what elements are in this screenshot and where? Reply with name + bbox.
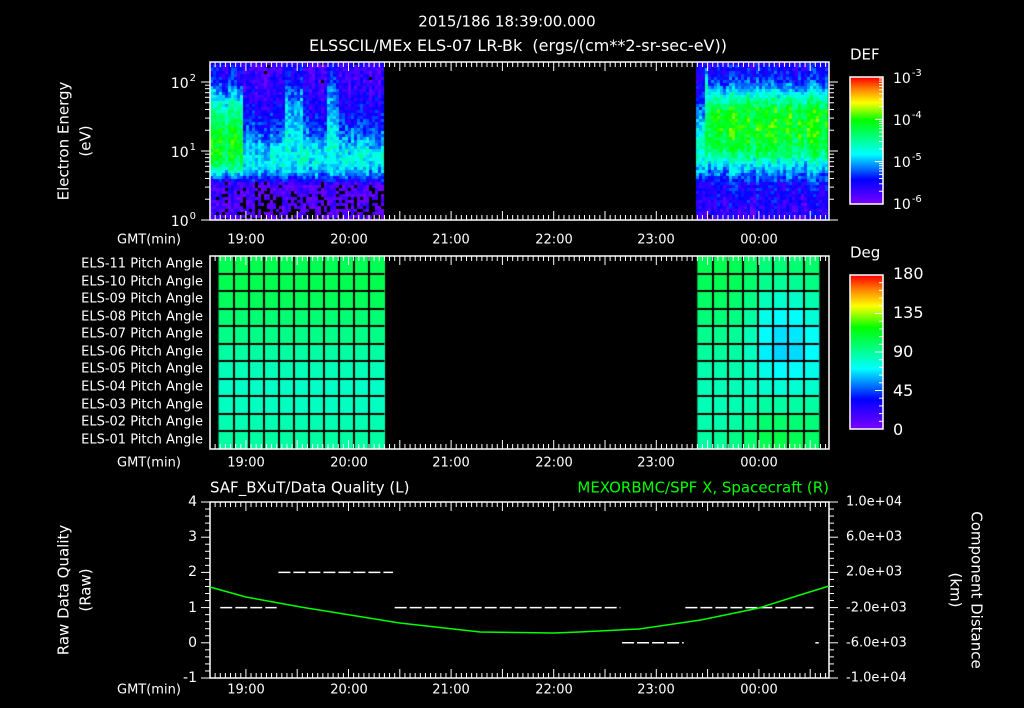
def-colorbar-tick: 10-6 xyxy=(893,194,922,213)
pitch-xtick: 22:00 xyxy=(535,455,573,471)
deg-colorbar-tick: 180 xyxy=(893,264,924,283)
deg-colorbar-tick: 135 xyxy=(893,303,924,322)
quality-ytick-left: 4 xyxy=(188,494,197,510)
energy-xtick: 21:00 xyxy=(432,232,470,248)
energy-ytick-1: 100 xyxy=(170,211,196,230)
quality-ytick-right: -1.0e+04 xyxy=(846,670,907,686)
quality-ytick-right: 2.0e+03 xyxy=(846,564,903,580)
def-colorbar-tick: 10-3 xyxy=(893,68,922,87)
quality-xtick: 23:00 xyxy=(637,682,675,698)
pitch-row-label: ELS-01 Pitch Angle xyxy=(81,432,203,448)
energy-xtick: 19:00 xyxy=(227,232,265,248)
pitch-row-label: ELS-07 Pitch Angle xyxy=(81,326,203,342)
def-colorbar xyxy=(850,77,883,204)
pitch-row-label: ELS-02 Pitch Angle xyxy=(81,414,203,430)
pitch-row-label: ELS-11 Pitch Angle xyxy=(81,256,203,272)
energy-xtick: 20:00 xyxy=(330,232,368,248)
quality-ytick-left: 1 xyxy=(188,600,197,616)
pitch-row-label: ELS-06 Pitch Angle xyxy=(81,344,203,360)
energy-xtick: 22:00 xyxy=(535,232,573,248)
pitch-angle-grid xyxy=(210,256,829,449)
plot-title: ELSSCIL/MEx ELS-07 LR-Bk (ergs/(cm**2-sr… xyxy=(309,36,727,55)
pitch-row-label: ELS-05 Pitch Angle xyxy=(81,361,203,377)
quality-ytick-right: 6.0e+03 xyxy=(846,529,903,545)
electron-energy-spectrogram xyxy=(210,62,829,220)
quality-xtick: 19:00 xyxy=(227,682,265,698)
deg-colorbar-title: Deg xyxy=(850,243,881,262)
quality-xtick: 22:00 xyxy=(535,682,573,698)
deg-colorbar-tick: 0 xyxy=(893,420,904,439)
pitch-xtick: 20:00 xyxy=(330,455,368,471)
quality-ytick-right: -6.0e+03 xyxy=(846,635,907,651)
deg-colorbar-tick: 45 xyxy=(893,381,914,400)
quality-xlabel: GMT(min) xyxy=(117,682,181,698)
quality-ytick-left: -1 xyxy=(183,670,197,686)
quality-ytick-left: 0 xyxy=(188,635,197,651)
quality-ytick-right: -2.0e+03 xyxy=(846,600,907,616)
data-quality-series xyxy=(220,571,819,644)
quality-title-right: MEXORBMC/SPF X, Spacecraft (R) xyxy=(577,478,829,497)
energy-ytick-100: 102 xyxy=(170,73,196,92)
def-colorbar-title: DEF xyxy=(850,45,880,64)
def-colorbar-tick: 10-5 xyxy=(893,152,922,171)
quality-ytick-left: 2 xyxy=(188,564,197,580)
pitch-row-label: ELS-04 Pitch Angle xyxy=(81,379,203,395)
spacecraft-x-series xyxy=(209,585,830,634)
energy-ytick-10: 101 xyxy=(170,142,196,161)
pitch-xtick: 19:00 xyxy=(227,455,265,471)
plot-datetime: 2015/186 18:39:00.000 xyxy=(418,12,596,31)
pitch-row-label: ELS-03 Pitch Angle xyxy=(81,397,203,413)
energy-xtick: 00:00 xyxy=(740,232,778,248)
def-colorbar-tick: 10-4 xyxy=(893,110,922,129)
quality-xtick: 00:00 xyxy=(740,682,778,698)
pitch-xtick: 00:00 xyxy=(740,455,778,471)
energy-xtick: 23:00 xyxy=(637,232,675,248)
quality-xtick: 20:00 xyxy=(330,682,368,698)
quality-ytick-left: 3 xyxy=(188,529,197,545)
deg-colorbar-tick: 90 xyxy=(893,342,914,361)
pitch-row-label: ELS-08 Pitch Angle xyxy=(81,309,203,325)
pitch-xlabel: GMT(min) xyxy=(117,455,181,471)
pitch-row-label: ELS-09 Pitch Angle xyxy=(81,291,203,307)
energy-xlabel: GMT(min) xyxy=(117,232,181,248)
pitch-xtick: 23:00 xyxy=(637,455,675,471)
pitch-xtick: 21:00 xyxy=(432,455,470,471)
quality-ytick-right: 1.0e+04 xyxy=(846,494,903,510)
pitch-row-label: ELS-10 Pitch Angle xyxy=(81,274,203,290)
quality-title-left: SAF_BXuT/Data Quality (L) xyxy=(210,478,410,497)
quality-xtick: 21:00 xyxy=(432,682,470,698)
